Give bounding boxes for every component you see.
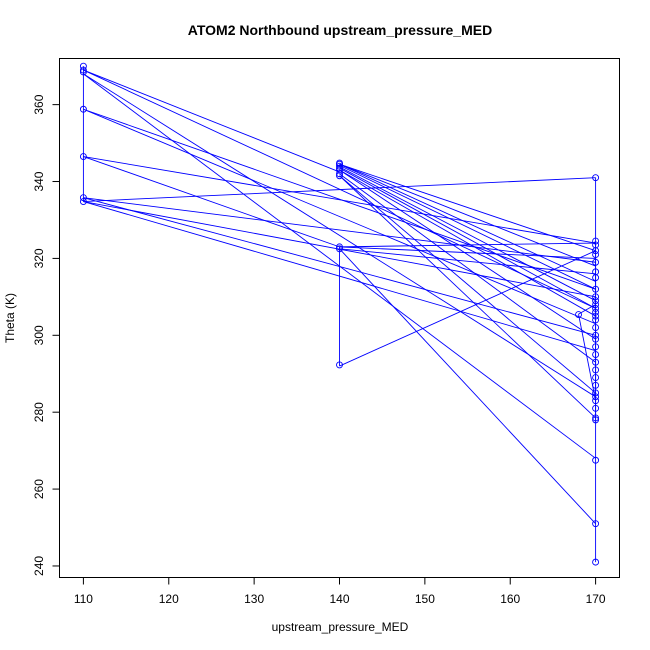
series-line-segment — [339, 166, 596, 302]
data-point — [79, 153, 87, 160]
data-point — [79, 66, 87, 74]
x-axis-label: upstream_pressure_MED — [272, 620, 409, 634]
data-point — [79, 68, 87, 76]
series-line-segment — [339, 164, 596, 290]
data-point — [592, 316, 600, 324]
y-tick-label: 240 — [32, 556, 46, 576]
y-tick-label: 260 — [32, 479, 46, 499]
data-point — [592, 174, 600, 182]
data-point — [592, 374, 600, 382]
data-point — [592, 308, 600, 316]
data-point — [592, 343, 600, 351]
data-point — [79, 194, 87, 202]
series-line-segment — [339, 175, 596, 394]
series-line-segment — [83, 177, 596, 202]
data-point — [592, 389, 600, 397]
y-tick-label: 360 — [32, 94, 46, 114]
data-point — [336, 245, 343, 253]
series-line-segment — [339, 175, 596, 419]
data-point — [336, 172, 343, 180]
data-point — [592, 285, 600, 293]
series-line-segment — [83, 156, 340, 248]
series-line-segment — [83, 108, 596, 290]
y-axis-label: Theta (K) — [3, 293, 17, 343]
data-point — [575, 311, 582, 318]
data-point — [592, 247, 600, 255]
data-point — [592, 331, 600, 339]
x-tick-label: 120 — [159, 592, 179, 606]
x-tick-label: 150 — [415, 592, 435, 606]
data-point — [336, 170, 343, 178]
x-tick-label: 160 — [500, 592, 520, 606]
chart-title: ATOM2 Northbound upstream_pressure_MED — [188, 22, 492, 38]
x-tick-label: 170 — [586, 592, 606, 606]
data-point — [592, 274, 600, 282]
data-point — [592, 335, 600, 343]
data-point — [592, 304, 600, 312]
data-point — [592, 416, 600, 424]
x-tick-label: 130 — [244, 592, 264, 606]
data-point — [336, 361, 343, 369]
data-point — [592, 520, 600, 528]
series-group — [79, 62, 600, 566]
x-axis: 110 120 130 140 150 160 170 — [74, 577, 606, 606]
data-point — [592, 404, 600, 412]
series-line-segment — [83, 73, 596, 398]
x-tick-label: 140 — [329, 592, 349, 606]
series-line-segment — [339, 250, 596, 367]
data-point — [592, 558, 600, 566]
y-tick-label: 320 — [32, 248, 46, 268]
data-point — [79, 198, 87, 205]
series-line-segment — [83, 108, 596, 325]
data-point — [79, 105, 87, 113]
data-point — [592, 301, 600, 308]
data-point — [592, 393, 600, 401]
series-line-segment — [339, 242, 596, 248]
series-line-segment — [83, 156, 596, 244]
data-point — [592, 258, 600, 266]
series-line-segment — [339, 163, 596, 252]
data-point — [592, 251, 600, 259]
data-point — [336, 243, 343, 251]
data-point — [592, 414, 600, 422]
series-line-segment — [339, 173, 596, 363]
series-line-segment — [339, 163, 596, 267]
y-tick-label: 340 — [32, 171, 46, 191]
data-point — [592, 381, 600, 389]
data-point — [592, 237, 600, 245]
series-line-segment — [339, 246, 596, 259]
data-point — [592, 397, 600, 405]
data-point — [592, 324, 600, 332]
data-point — [592, 358, 600, 366]
series-line-segment — [83, 69, 340, 173]
series-line-segment — [339, 248, 596, 524]
data-point — [592, 366, 600, 374]
x-tick-label: 110 — [74, 592, 93, 606]
data-point — [592, 351, 600, 358]
y-tick-label: 300 — [32, 325, 46, 345]
data-point — [336, 162, 343, 170]
series-line-segment — [83, 197, 596, 263]
data-point — [592, 312, 600, 320]
y-axis: 240 260 280 300 320 340 360 — [32, 94, 60, 576]
data-point — [592, 297, 600, 305]
series-line-segment — [339, 169, 596, 317]
series-line-segment — [339, 169, 596, 340]
series-line-segment — [339, 167, 596, 309]
data-point — [592, 293, 600, 301]
series-line-segment — [339, 163, 596, 282]
y-tick-label: 280 — [32, 402, 46, 422]
data-point — [592, 456, 600, 464]
